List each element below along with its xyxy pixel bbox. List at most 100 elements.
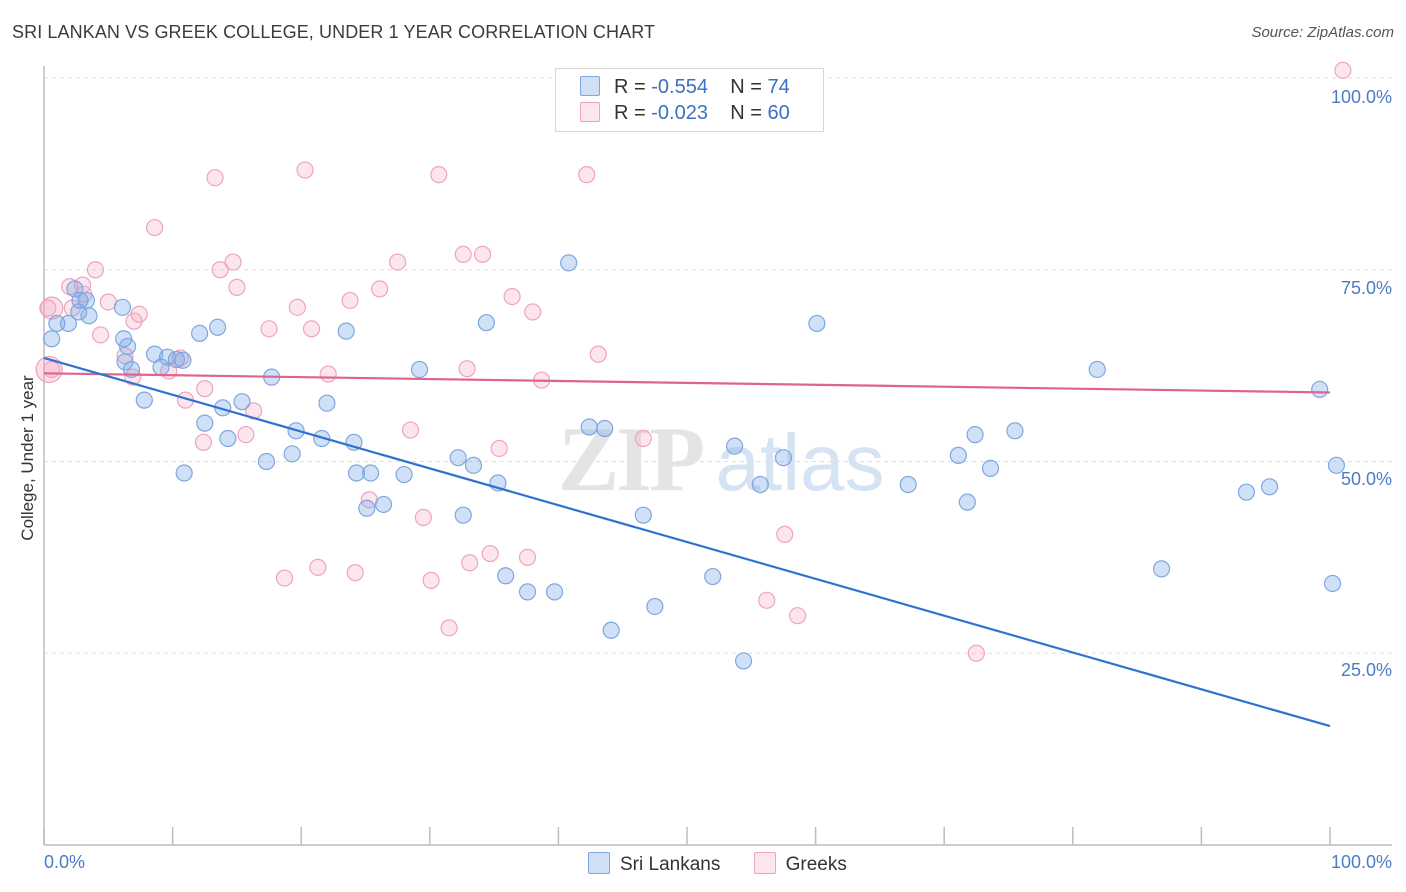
sri-lankan-point [395,465,413,484]
greek-point [440,619,458,637]
greek-point [206,169,224,187]
sri-lankan-point [283,445,301,463]
greek-point [211,261,229,279]
legend-r-label-2: R = [614,102,646,124]
greek-point [1334,61,1352,79]
legend-r-label: R = [614,76,646,98]
x-tick-min: 0.0% [44,852,86,872]
greek-point [401,421,420,439]
greek-point [309,558,327,576]
sri-lankan-point [1327,456,1346,474]
greek-point [302,320,321,338]
greek-point [776,525,794,543]
sri-lankan-point [1237,483,1256,501]
greek-point [275,569,294,587]
sri-lankan-point [80,307,98,325]
greek-point-cluster [40,296,64,320]
greek-point [260,320,278,338]
sri-lankan-point [191,324,209,343]
legend-row-greeks: R = -0.023 N = 60 [580,102,790,126]
y-tick-25: 25.0% [1340,660,1392,680]
sri-lankan-point [233,393,251,411]
greek-point [39,299,57,317]
x-tick-max: 100.0% [1330,852,1392,872]
sri-lankan-point [410,360,429,379]
greek-point [389,253,407,271]
greek-point [634,429,652,448]
legend-greek-n: 60 [767,102,790,124]
watermark-zip: ZIP [558,408,703,510]
greek-point [473,245,492,264]
greek-point [458,360,476,378]
sri-lankan-point [580,418,598,436]
watermark-atlas: atlas [716,418,885,507]
sri-lankan-point [1311,380,1329,399]
sri-lankan-point [118,337,137,356]
sri-lankan-trend-line [43,356,1331,728]
sri-lankan-point [560,254,578,272]
sri-lankan-point [167,350,186,369]
sri-lankan-point [113,298,132,316]
sri-lankan-point [734,652,753,670]
axes [43,66,1392,846]
sri-lankan-point [899,475,917,494]
chart-title: SRI LANKAN VS GREEK COLLEGE, UNDER 1 YEA… [12,22,656,42]
sri-lankan-point [71,291,89,310]
greek-point [430,166,448,184]
sri-lankan-point [1088,360,1106,379]
greek-points [35,61,1352,662]
sri-lankan-point [374,495,393,514]
sri-lankan-point [634,506,652,524]
gridlines [44,77,1392,654]
series-legend: Sri Lankans Greeks [588,852,875,876]
sri-lankan-point [135,391,153,409]
sri-lankan-point [518,583,537,601]
sri-lankan-point [966,426,984,444]
legend-greek-r: -0.023 [651,102,708,124]
legend-sri-r: -0.554 [651,76,708,98]
sri-lankan-point [318,394,336,412]
legend-n-label: N = [730,76,762,98]
y-tick-100: 100.0% [1330,87,1392,107]
y-tick-75: 75.0% [1340,278,1392,298]
greek-point [288,298,306,316]
sri-lankan-point [59,314,78,333]
greek-point [130,305,148,323]
greek-point [341,291,359,310]
greek-trend-line [43,372,1331,394]
greek-point-cluster [35,355,63,384]
greek-point [578,166,596,184]
greek-point [237,426,255,444]
greek-point [461,554,479,572]
trend-lines [43,356,1331,728]
sri-lankan-point [981,459,1000,478]
sri-lankan-point [1152,560,1171,578]
sri-lankan-point [454,506,472,524]
legend-n-label-2: N = [730,102,762,124]
sri-lankan-point [958,493,976,511]
greek-point [228,278,246,296]
sri-lankan-point [1323,574,1342,593]
legend-swatch-pink [580,102,600,122]
sri-lankan-point [596,419,614,438]
sri-lankan-point [362,464,380,482]
sri-lankan-points [43,254,1346,670]
legend-label-sri-lankans: Sri Lankans [620,854,721,875]
sri-lankan-point [209,318,227,336]
sri-lankan-point [602,621,620,639]
greek-point [524,303,542,321]
sri-lankan-point [751,475,769,494]
legend-label-greeks: Greeks [785,854,847,875]
sri-lankan-point [175,464,193,482]
sri-lankan-point [358,499,376,517]
sri-lankan-point [43,330,61,348]
sri-lankan-point [808,314,826,333]
legend-swatch-blue [580,76,600,96]
greek-point [346,564,364,582]
legend-sri-n: 74 [767,76,790,98]
greek-point [422,571,440,589]
sri-lankan-point [497,567,515,585]
sri-lankan-point [449,449,467,467]
sri-lankan-point [196,414,214,432]
